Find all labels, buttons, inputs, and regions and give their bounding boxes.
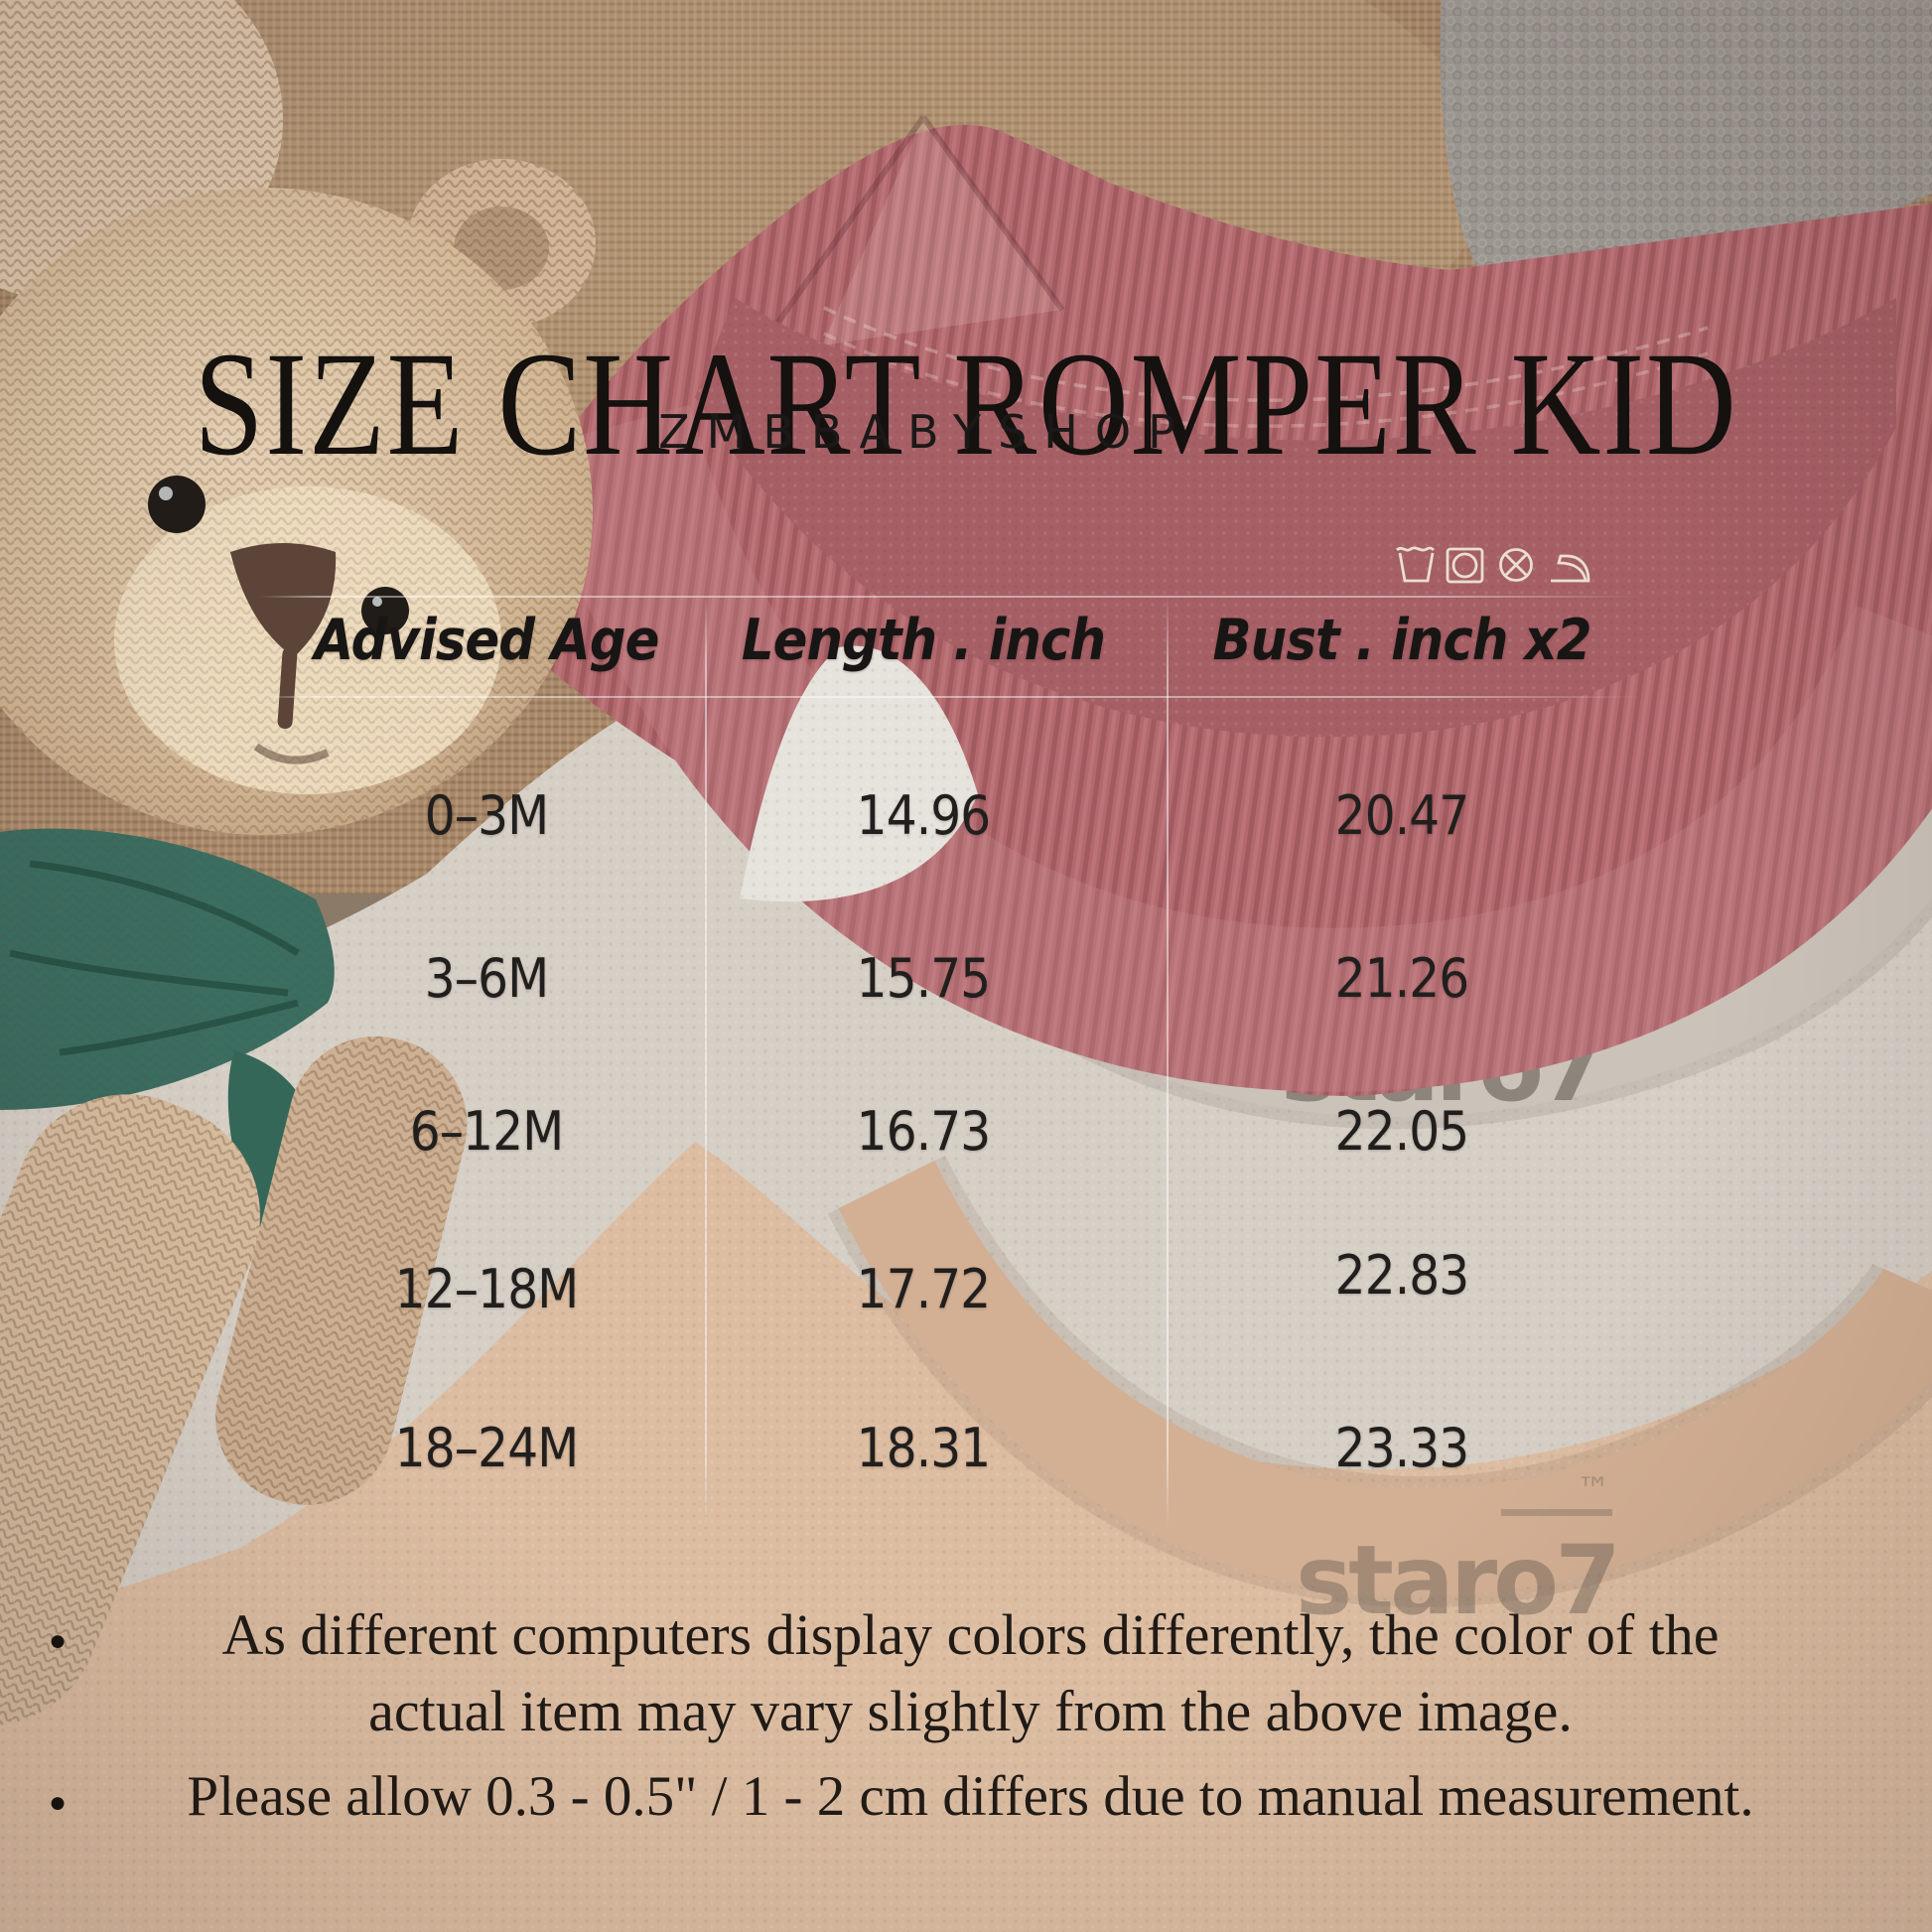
age-cell: 3–6M xyxy=(424,947,549,1010)
care-symbols xyxy=(1396,546,1590,584)
col-header-bust: Bust . inch x2 xyxy=(1212,608,1592,673)
note-item: Please allow 0.3 - 0.5" / 1 - 2 cm diffe… xyxy=(49,1758,1886,1841)
note-item: As different computers display colors di… xyxy=(49,1596,1886,1749)
bust-cell: 22.83 xyxy=(1334,1244,1470,1307)
length-cell: 18.31 xyxy=(856,1417,992,1479)
header-underline xyxy=(260,696,1642,698)
length-cell: 15.75 xyxy=(856,947,992,1010)
column-divider-1 xyxy=(705,594,707,1527)
table-row: 3–6M 15.75 21.26 xyxy=(0,947,1932,1017)
white-shoulder-wedge xyxy=(740,645,978,902)
table-top-rule xyxy=(260,596,1642,598)
teddy-scarf xyxy=(0,828,335,1228)
age-cell: 6–12M xyxy=(409,1100,564,1163)
bust-cell: 22.05 xyxy=(1334,1100,1470,1163)
age-cell: 18–24M xyxy=(394,1417,579,1479)
table-row: 6–12M 16.73 22.05 xyxy=(0,1100,1932,1170)
bust-cell: 23.33 xyxy=(1334,1417,1470,1479)
teddy-arm xyxy=(0,1035,468,1726)
length-cell: 17.72 xyxy=(856,1258,992,1320)
do-not-bleach-icon xyxy=(1499,548,1533,582)
table-row: 18–24M 18.31 23.33 xyxy=(0,1417,1932,1486)
column-divider-2 xyxy=(1167,594,1169,1527)
teddy-nose xyxy=(230,543,337,657)
table-row: 0–3M 14.96 20.47 xyxy=(0,784,1932,854)
tumble-dry-icon xyxy=(1446,547,1484,584)
svg-text:™: ™ xyxy=(1577,1470,1610,1510)
size-table-header: Advised Age Length . inch Bust . inch x2 xyxy=(0,608,1932,677)
teddy-bear xyxy=(0,0,596,1726)
age-cell: 12–18M xyxy=(394,1258,579,1320)
col-header-age: Advised Age xyxy=(314,608,659,673)
wash-30-icon xyxy=(1396,546,1435,583)
col-header-length: Length . inch xyxy=(741,608,1106,673)
length-cell: 16.73 xyxy=(856,1100,992,1163)
table-row: 12–18M 17.72 22.83 xyxy=(0,1244,1932,1327)
age-cell: 0–3M xyxy=(424,784,549,847)
page-title: SIZE CHART ROMPER KID xyxy=(194,321,1738,486)
cream-collar-band xyxy=(838,1160,1932,1595)
length-cell: 14.96 xyxy=(856,784,992,847)
shop-name: ZMBBABYSHOP xyxy=(658,405,1192,459)
iron-icon xyxy=(1551,554,1590,583)
bust-cell: 20.47 xyxy=(1334,784,1470,847)
disclaimer-notes: As different computers display colors di… xyxy=(49,1596,1886,1841)
bust-cell: 21.26 xyxy=(1334,947,1470,1010)
gray-wool-fabric xyxy=(1440,0,1932,287)
